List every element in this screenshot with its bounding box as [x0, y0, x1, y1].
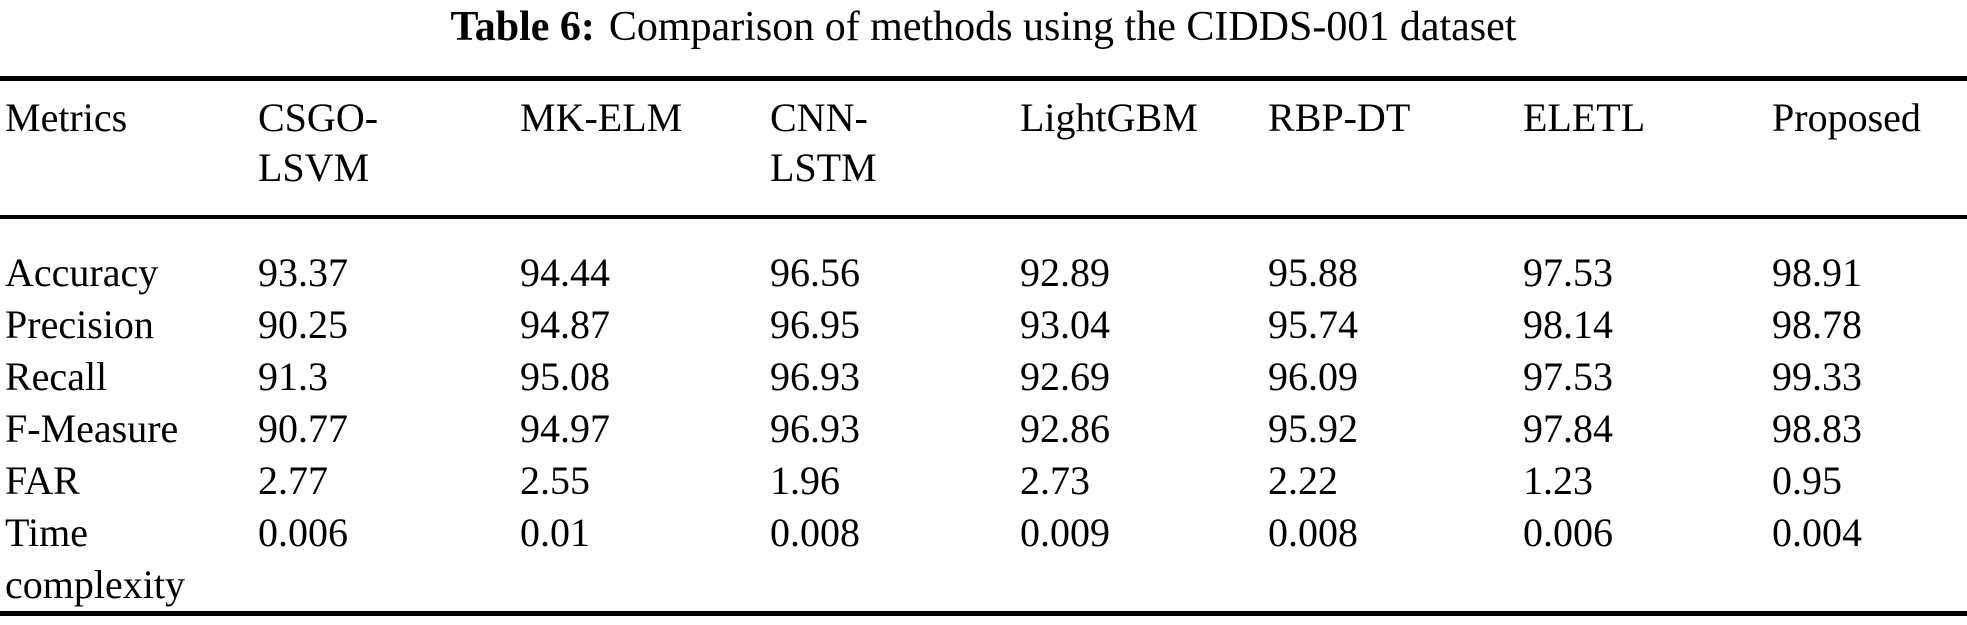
metric-cell: FAR: [5, 458, 80, 503]
value-cell: 96.09: [1268, 354, 1358, 399]
value-cell: 98.14: [1523, 302, 1613, 347]
value-cell: 95.92: [1268, 406, 1358, 451]
column-header-lightgbm: LightGBM: [1020, 95, 1198, 140]
table-body: Accuracy 93.37 94.44 96.56 92.89 95.88 97.53 98…: [0, 217, 1967, 614]
value-cell: 97.84: [1523, 406, 1613, 451]
value-cell: 93.37: [258, 250, 348, 295]
value-cell: 1.23: [1523, 458, 1593, 503]
value-cell: 94.44: [520, 250, 610, 295]
value-cell: 0.009: [1020, 510, 1110, 555]
metric-cell: Precision: [5, 302, 154, 347]
metric-cell: F-Measure: [5, 406, 179, 451]
table-row: Recall 91.3 95.08 96.93 92.69 96.09 97.53 99.33: [0, 351, 1967, 403]
value-cell: 0.008: [1268, 510, 1358, 555]
value-cell: 97.53: [1523, 354, 1613, 399]
table-row: FAR 2.77 2.55 1.96 2.73 2.22 1.23 0.95: [0, 455, 1967, 507]
column-header-csgo-lsvm: CSGO- LSVM: [258, 95, 379, 190]
comparison-table: Metrics CSGO- LSVM MK-ELM CNN- LSTM LightGBM…: [0, 76, 1967, 616]
value-cell: 94.87: [520, 302, 610, 347]
value-cell: 91.3: [258, 354, 328, 399]
table-row: F-Measure 90.77 94.97 96.93 92.86 95.92 97.84 9…: [0, 403, 1967, 455]
value-cell: 95.88: [1268, 250, 1358, 295]
value-cell: 2.77: [258, 458, 328, 503]
value-cell: 0.004: [1772, 510, 1862, 555]
value-cell: 2.73: [1020, 458, 1090, 503]
value-cell: 92.89: [1020, 250, 1110, 295]
table-caption-label: Table 6:: [450, 4, 595, 50]
value-cell: 98.78: [1772, 302, 1862, 347]
value-cell: 98.83: [1772, 406, 1862, 451]
table-row: Precision 90.25 94.87 96.95 93.04 95.74 98.14 9…: [0, 299, 1967, 351]
value-cell: 95.74: [1268, 302, 1358, 347]
column-header-mk-elm: MK-ELM: [520, 95, 683, 140]
table-header-row: Metrics CSGO- LSVM MK-ELM CNN- LSTM LightGBM…: [0, 78, 1967, 217]
value-cell: 2.22: [1268, 458, 1338, 503]
column-header-eletl: ELETL: [1523, 95, 1646, 140]
column-header-cnn-lstm: CNN- LSTM: [770, 95, 877, 190]
value-cell: 96.56: [770, 250, 860, 295]
value-cell: 99.33: [1772, 354, 1862, 399]
table-caption: Table 6: Comparison of methods using the …: [0, 0, 1967, 52]
value-cell: 98.91: [1772, 250, 1862, 295]
column-header-metrics: Metrics: [5, 95, 128, 140]
value-cell: 95.08: [520, 354, 610, 399]
value-cell: 0.006: [1523, 510, 1613, 555]
column-header-rbp-dt: RBP-DT: [1268, 95, 1411, 140]
column-header-proposed: Proposed: [1772, 95, 1921, 140]
value-cell: 90.77: [258, 406, 348, 451]
value-cell: 92.86: [1020, 406, 1110, 451]
value-cell: 96.93: [770, 354, 860, 399]
metric-cell: Time complexity: [5, 510, 185, 607]
table-header: Metrics CSGO- LSVM MK-ELM CNN- LSTM LightGBM…: [0, 78, 1967, 217]
value-cell: 96.93: [770, 406, 860, 451]
value-cell: 93.04: [1020, 302, 1110, 347]
value-cell: 1.96: [770, 458, 840, 503]
metric-cell: Accuracy: [5, 250, 159, 295]
value-cell: 0.006: [258, 510, 348, 555]
table-caption-text: Comparison of methods using the CIDDS-00…: [608, 4, 1517, 50]
value-cell: 0.008: [770, 510, 860, 555]
value-cell: 96.95: [770, 302, 860, 347]
metric-cell: Recall: [5, 354, 108, 399]
value-cell: 92.69: [1020, 354, 1110, 399]
value-cell: 97.53: [1523, 250, 1613, 295]
table-row: Accuracy 93.37 94.44 96.56 92.89 95.88 97.53 98…: [0, 217, 1967, 299]
value-cell: 94.97: [520, 406, 610, 451]
value-cell: 2.55: [520, 458, 590, 503]
value-cell: 0.01: [520, 510, 590, 555]
table-row: Time complexity 0.006 0.01 0.008 0.009 0.008 0…: [0, 507, 1967, 614]
value-cell: 0.95: [1772, 458, 1842, 503]
value-cell: 90.25: [258, 302, 348, 347]
